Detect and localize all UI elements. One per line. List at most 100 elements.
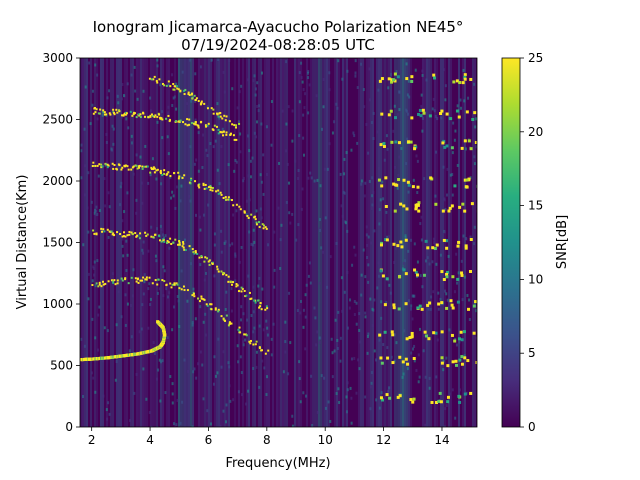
noise-speckle bbox=[412, 347, 415, 351]
noise-streak bbox=[130, 58, 132, 427]
echo-point bbox=[227, 198, 230, 201]
plot-background bbox=[80, 58, 477, 427]
noise-speckle bbox=[359, 340, 362, 344]
noise-streak bbox=[200, 58, 202, 427]
scatter-point bbox=[387, 113, 391, 117]
echo-point bbox=[168, 120, 171, 123]
noise-speckle bbox=[368, 179, 371, 183]
echo-point bbox=[192, 251, 195, 254]
noise-speckle bbox=[355, 322, 358, 326]
noise-speckle bbox=[206, 409, 209, 413]
noise-streak bbox=[362, 58, 364, 427]
noise-speckle bbox=[475, 145, 477, 149]
noise-speckle bbox=[444, 98, 447, 102]
scatter-point bbox=[379, 396, 383, 400]
noise-speckle bbox=[199, 65, 202, 69]
noise-speckle bbox=[80, 176, 83, 180]
echo-point bbox=[141, 279, 144, 282]
echo-point bbox=[104, 282, 107, 285]
echo-point bbox=[235, 285, 238, 288]
noise-speckle bbox=[252, 228, 255, 232]
scatter-point bbox=[440, 270, 444, 274]
echo-point bbox=[259, 302, 262, 305]
scatter-point bbox=[385, 393, 389, 397]
noise-speckle bbox=[439, 297, 442, 301]
noise-speckle bbox=[83, 193, 86, 197]
noise-streak bbox=[358, 58, 360, 427]
echo-point bbox=[112, 232, 115, 235]
echo-point bbox=[217, 192, 220, 195]
noise-streak bbox=[316, 58, 318, 427]
noise-speckle bbox=[141, 303, 144, 307]
noise-speckle bbox=[377, 261, 380, 265]
noise-speckle bbox=[267, 243, 270, 247]
noise-streak bbox=[258, 58, 260, 427]
echo-point bbox=[182, 89, 185, 92]
noise-speckle bbox=[291, 414, 294, 418]
noise-speckle bbox=[297, 169, 300, 173]
echo-point bbox=[193, 295, 196, 298]
noise-speckle bbox=[354, 74, 357, 78]
echo-point bbox=[212, 112, 215, 115]
noise-speckle bbox=[106, 96, 109, 100]
noise-speckle bbox=[350, 396, 353, 400]
echo-point bbox=[95, 233, 98, 236]
noise-speckle bbox=[223, 241, 226, 245]
echo-point bbox=[198, 186, 201, 189]
echo-point bbox=[177, 171, 180, 174]
echo-point bbox=[112, 281, 115, 284]
noise-speckle bbox=[141, 248, 144, 252]
noise-speckle bbox=[326, 285, 329, 289]
noise-speckle bbox=[319, 184, 322, 188]
noise-speckle bbox=[252, 79, 255, 83]
noise-speckle bbox=[315, 343, 318, 347]
scatter-point bbox=[433, 247, 437, 251]
noise-speckle bbox=[310, 374, 313, 378]
noise-speckle bbox=[300, 61, 303, 65]
noise-speckle bbox=[192, 287, 195, 291]
noise-speckle bbox=[460, 259, 463, 263]
noise-speckle bbox=[199, 263, 202, 267]
echo-point bbox=[261, 223, 264, 226]
echo-point bbox=[155, 79, 158, 82]
colorbar-tick-label: 20 bbox=[528, 125, 543, 139]
noise-speckle bbox=[135, 198, 138, 202]
noise-speckle bbox=[282, 370, 285, 374]
scatter-point bbox=[452, 80, 456, 84]
scatter-point bbox=[393, 72, 397, 76]
echo-point bbox=[104, 163, 107, 166]
noise-speckle bbox=[258, 104, 261, 108]
scatter-point bbox=[419, 114, 423, 118]
scatter-point bbox=[475, 361, 477, 365]
noise-speckle bbox=[435, 150, 438, 154]
noise-streak bbox=[444, 58, 446, 427]
noise-speckle bbox=[304, 315, 307, 319]
noise-speckle bbox=[423, 177, 426, 181]
noise-streak bbox=[448, 58, 450, 427]
noise-speckle bbox=[413, 359, 416, 363]
echo-point bbox=[169, 85, 172, 88]
noise-speckle bbox=[266, 326, 269, 330]
echo-point bbox=[94, 164, 97, 167]
echo-point bbox=[121, 235, 124, 238]
noise-speckle bbox=[247, 389, 250, 393]
noise-speckle bbox=[329, 255, 332, 259]
noise-speckle bbox=[250, 314, 253, 318]
echo-point bbox=[172, 241, 175, 244]
noise-speckle bbox=[174, 206, 177, 210]
noise-speckle bbox=[227, 361, 230, 365]
scatter-point bbox=[377, 178, 381, 182]
noise-speckle bbox=[433, 109, 436, 113]
noise-speckle bbox=[148, 282, 151, 286]
noise-speckle bbox=[98, 209, 101, 213]
noise-speckle bbox=[132, 268, 135, 272]
noise-speckle bbox=[98, 305, 101, 309]
scatter-point bbox=[411, 400, 415, 404]
scatter-point bbox=[450, 204, 454, 208]
noise-speckle bbox=[91, 279, 94, 283]
echo-point bbox=[208, 259, 211, 262]
echo-point bbox=[134, 232, 137, 235]
echo-point bbox=[224, 198, 227, 201]
noise-streak bbox=[324, 58, 326, 427]
y-tick-label: 1500 bbox=[42, 236, 73, 250]
